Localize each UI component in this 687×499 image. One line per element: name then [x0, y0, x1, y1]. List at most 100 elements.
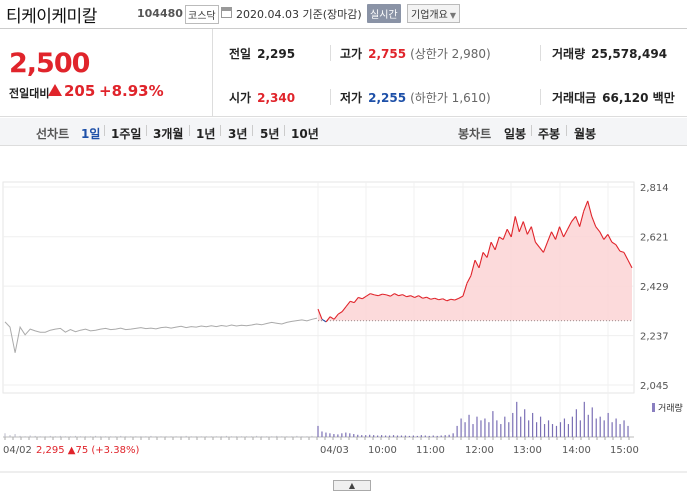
change-amount: 205: [64, 82, 96, 100]
today-series-segment: [571, 216, 577, 222]
today-series-segment: [563, 228, 569, 238]
today-series-segment: [575, 216, 581, 227]
candle-monthly[interactable]: 월봉: [574, 127, 597, 141]
y-tick-label: 2,814: [640, 183, 669, 194]
today-series-segment: [466, 275, 472, 284]
today-series-segment: [482, 252, 488, 258]
volume-legend-swatch: [652, 403, 655, 412]
prev-day-summary: 2,295 ▲75 (+3.38%): [36, 445, 139, 456]
candle-daily[interactable]: 일봉: [504, 127, 527, 141]
period-10y[interactable]: 10년: [291, 127, 319, 141]
today-series-segment: [438, 298, 443, 301]
today-series-segment: [478, 252, 484, 268]
high-label: 고가: [340, 47, 363, 61]
amount-value: 66,120 백만: [602, 91, 675, 105]
today-series-segment: [550, 231, 557, 240]
divider: [566, 125, 567, 136]
today-series-segment: [370, 293, 375, 296]
today-series-segment: [358, 296, 363, 300]
y-tick-label: 2,045: [640, 381, 669, 392]
today-series-segment: [583, 200, 589, 212]
stock-code: 104480: [137, 7, 183, 20]
today-series-segment: [506, 228, 512, 238]
today-series-segment: [611, 241, 617, 246]
period-1y[interactable]: 1년: [196, 127, 216, 141]
today-series-segment: [502, 229, 508, 240]
today-series-segment: [337, 311, 343, 315]
today-series-segment: [442, 298, 448, 302]
today-series-segment: [534, 241, 540, 248]
x-tick-label: 04/03: [320, 445, 349, 456]
volume-info: 거래량 25,578,494: [552, 45, 667, 62]
divider: [531, 125, 532, 136]
x-tick-label: 10:00: [368, 445, 397, 456]
period-1w[interactable]: 1주일: [111, 127, 142, 141]
today-series-segment: [554, 226, 561, 240]
today-series-segment: [526, 226, 532, 235]
low-label: 저가: [340, 91, 363, 105]
y-tick-label: 2,237: [640, 332, 669, 343]
volume-value: 25,578,494: [591, 47, 668, 61]
divider: [252, 125, 253, 136]
today-series-segment: [345, 300, 351, 307]
company-overview-dropdown[interactable]: 기업개요 ▼: [407, 4, 460, 23]
current-price: 2,500: [9, 48, 90, 79]
volume-legend: 거래량: [658, 402, 683, 414]
today-series-segment: [394, 293, 399, 297]
volume-label: 거래량: [552, 47, 586, 61]
today-series-segment: [398, 294, 403, 297]
divider: [330, 45, 331, 61]
today-series-segment: [518, 221, 524, 233]
today-series-segment: [446, 298, 452, 302]
today-series-segment: [325, 316, 331, 323]
divider: [330, 89, 331, 105]
candle-weekly[interactable]: 주봉: [538, 127, 561, 141]
today-series-segment: [603, 234, 609, 240]
amount-label: 거래대금: [552, 91, 597, 105]
today-series-segment: [530, 226, 536, 243]
today-series-segment: [426, 296, 431, 300]
today-series-segment: [418, 295, 423, 299]
price-chart[interactable]: 2,814 2,621 2,429 2,237 2,045 거래량 04/02 2,295 ▲…: [0, 147, 687, 495]
low-value: 2,255: [368, 91, 407, 105]
today-series-segment: [567, 221, 573, 230]
chevron-up-icon: ▲: [348, 481, 356, 490]
period-5y[interactable]: 5년: [260, 127, 280, 141]
today-series-segment: [329, 316, 335, 320]
realtime-button[interactable]: 실시간: [367, 4, 401, 23]
chart-scroll-handle[interactable]: ▲: [333, 480, 371, 491]
today-series-segment: [498, 236, 504, 240]
today-series-segment: [623, 252, 629, 261]
prev-close-info: 전일 2,295: [229, 45, 295, 62]
prev-close-value: 2,295: [257, 47, 296, 61]
today-series-segment: [422, 296, 427, 299]
today-series-segment: [486, 241, 492, 258]
today-series-segment: [615, 244, 621, 252]
period-3m[interactable]: 3개월: [153, 127, 184, 141]
divider: [540, 89, 541, 105]
today-series-segment: [542, 241, 548, 253]
today-series-segment: [599, 231, 605, 240]
today-series-segment: [607, 234, 613, 243]
high-info: 고가 2,755 (상한가 2,980): [340, 45, 491, 62]
x-tick-label: 12:00: [465, 445, 494, 456]
divider: [146, 125, 147, 136]
today-series-segment: [462, 283, 468, 297]
company-overview-label: 기업개요: [411, 10, 448, 21]
today-series-segment: [430, 297, 435, 300]
today-series-segment: [619, 250, 625, 253]
today-series-segment: [510, 216, 516, 238]
divider: [284, 125, 285, 136]
today-series-segment: [353, 297, 359, 303]
today-series-segment: [390, 293, 395, 297]
divider: [540, 45, 541, 61]
today-series-segment: [474, 259, 480, 269]
line-chart-label: 선차트: [36, 127, 70, 141]
period-3y[interactable]: 3년: [228, 127, 248, 141]
period-1d[interactable]: 1일: [81, 127, 101, 141]
price-chart-svg: 2,814 2,621 2,429 2,237 2,045 거래량 04/02 2,295 ▲…: [0, 181, 687, 473]
today-series-segment: [470, 259, 476, 276]
candle-chart-label: 봉차트: [458, 127, 492, 141]
today-series-segment: [434, 297, 439, 301]
today-series-segment: [317, 308, 323, 320]
